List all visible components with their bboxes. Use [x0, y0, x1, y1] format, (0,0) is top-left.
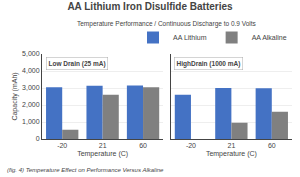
svg-text:2,000: 2,000: [22, 101, 40, 108]
svg-text:AA Alkaline: AA Alkaline: [252, 34, 287, 41]
svg-text:Temperature (C): Temperature (C): [206, 150, 257, 158]
svg-text:60: 60: [139, 142, 147, 149]
svg-text:Capacity (mAh): Capacity (mAh): [11, 72, 19, 120]
svg-text:HighDrain (1000 mA): HighDrain (1000 mA): [177, 60, 241, 68]
svg-text:3,000: 3,000: [22, 84, 40, 91]
svg-text:-20: -20: [186, 142, 196, 149]
svg-text:Low Drain (25 mA): Low Drain (25 mA): [49, 60, 106, 68]
svg-text:(fig. 4) Temperature Effect on: (fig. 4) Temperature Effect on Performan…: [7, 167, 164, 173]
svg-text:Temperature Performance / Cont: Temperature Performance / Continuous Dis…: [77, 20, 257, 28]
svg-text:21: 21: [227, 142, 235, 149]
svg-text:AA Lithium Iron Disulfide Batt: AA Lithium Iron Disulfide Batteries: [67, 1, 233, 12]
svg-text:-20: -20: [57, 142, 67, 149]
svg-text:60: 60: [268, 142, 276, 149]
svg-text:21: 21: [99, 142, 107, 149]
svg-text:0: 0: [36, 135, 40, 142]
svg-text:AA Lithium: AA Lithium: [173, 34, 207, 41]
svg-text:1,000: 1,000: [22, 118, 40, 125]
svg-text:Temperature (C): Temperature (C): [77, 150, 128, 158]
svg-text:4,000: 4,000: [22, 67, 40, 74]
svg-text:5,000: 5,000: [22, 50, 40, 57]
